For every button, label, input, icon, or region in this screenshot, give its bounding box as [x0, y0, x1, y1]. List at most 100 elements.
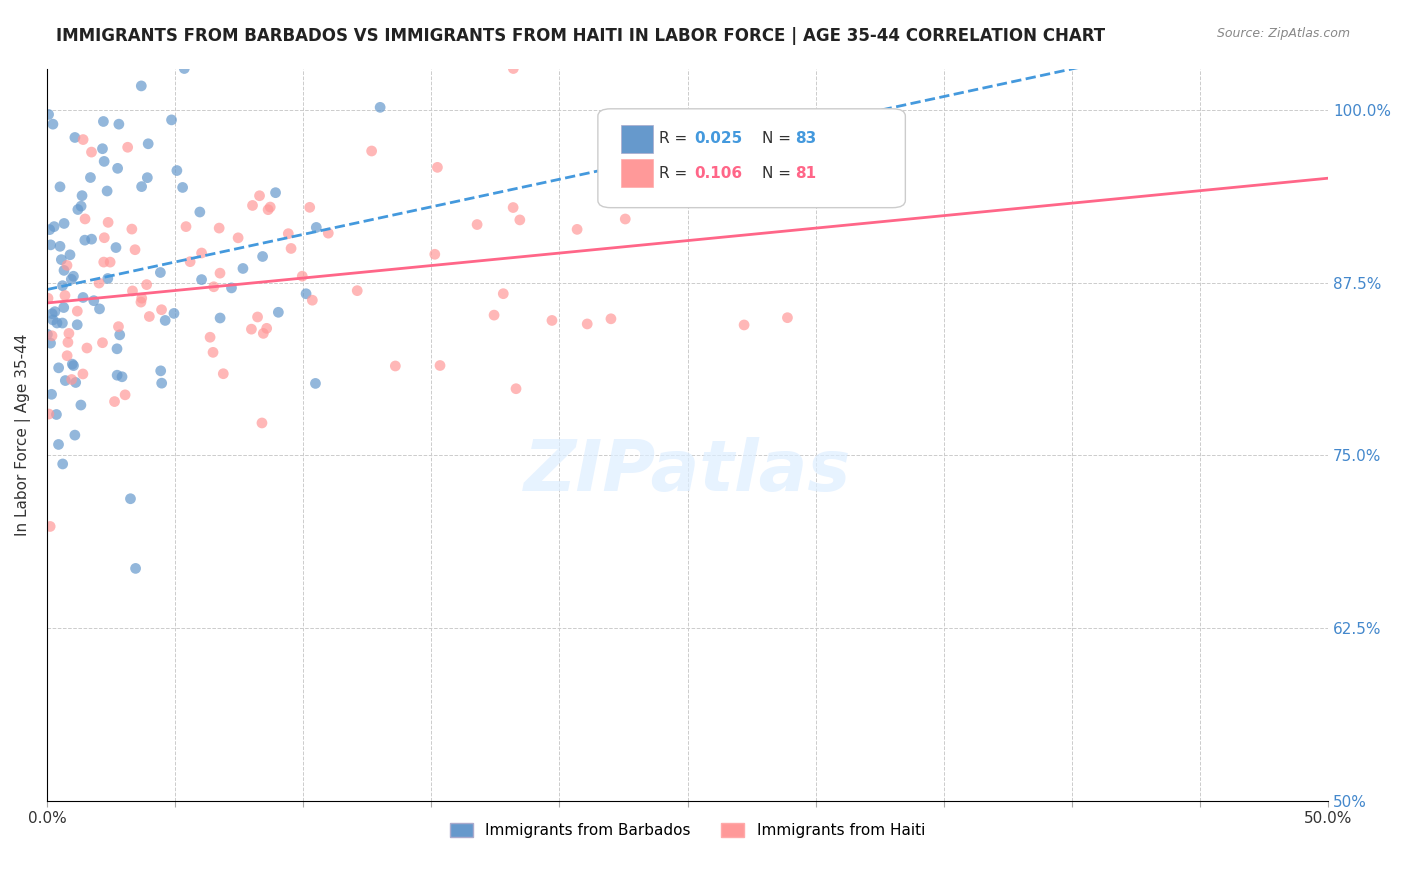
Immigrants from Barbados: [73, 233, 96, 247]
Immigrants from Haiti: [53, 288, 76, 302]
Immigrants from Barbados: [149, 364, 172, 378]
Immigrants from Barbados: [149, 265, 172, 279]
Immigrants from Barbados: [83, 293, 105, 308]
Immigrants from Haiti: [509, 213, 531, 227]
Immigrants from Haiti: [426, 161, 449, 175]
Immigrants from Haiti: [72, 367, 94, 381]
Immigrants from Haiti: [56, 349, 79, 363]
Immigrants from Barbados: [60, 272, 83, 286]
Y-axis label: In Labor Force | Age 35-44: In Labor Force | Age 35-44: [15, 334, 31, 536]
Immigrants from Barbados: [368, 100, 391, 114]
Immigrants from Barbados: [136, 170, 159, 185]
Immigrants from Haiti: [150, 302, 173, 317]
Immigrants from Haiti: [252, 326, 274, 341]
Immigrants from Barbados: [104, 241, 127, 255]
Immigrants from Barbados: [63, 130, 86, 145]
Immigrants from Barbados: [41, 387, 63, 401]
Immigrants from Haiti: [60, 372, 83, 386]
Immigrants from Barbados: [72, 290, 94, 304]
Immigrants from Barbados: [63, 428, 86, 442]
Text: 83: 83: [796, 130, 817, 145]
Immigrants from Barbados: [89, 301, 111, 316]
Text: Source: ZipAtlas.com: Source: ZipAtlas.com: [1216, 27, 1350, 40]
Immigrants from Haiti: [56, 335, 79, 350]
Immigrants from Barbados: [48, 360, 70, 375]
Immigrants from Barbados: [91, 142, 114, 156]
Immigrants from Barbados: [105, 368, 128, 383]
Immigrants from Haiti: [226, 231, 249, 245]
Immigrants from Haiti: [298, 200, 321, 214]
Immigrants from Haiti: [80, 145, 103, 160]
Immigrants from Barbados: [305, 220, 328, 235]
Immigrants from Barbados: [160, 112, 183, 127]
Immigrants from Haiti: [131, 291, 153, 305]
Immigrants from Barbados: [51, 252, 73, 267]
Immigrants from Barbados: [97, 271, 120, 285]
Immigrants from Haiti: [465, 218, 488, 232]
Immigrants from Haiti: [129, 295, 152, 310]
Immigrants from Haiti: [240, 322, 263, 336]
Immigrants from Haiti: [257, 202, 280, 217]
Immigrants from Barbados: [136, 136, 159, 151]
Immigrants from Haiti: [93, 255, 115, 269]
Immigrants from Haiti: [565, 222, 588, 236]
Immigrants from Barbados: [108, 327, 131, 342]
Immigrants from Barbados: [42, 117, 65, 131]
Immigrants from Barbados: [52, 457, 75, 471]
Immigrants from Barbados: [49, 179, 72, 194]
Immigrants from Haiti: [73, 211, 96, 226]
Immigrants from Barbados: [172, 180, 194, 194]
Immigrants from Haiti: [259, 200, 281, 214]
Immigrants from Barbados: [173, 62, 195, 76]
Immigrants from Barbados: [41, 307, 63, 321]
Immigrants from Haiti: [39, 519, 62, 533]
Immigrants from Barbados: [111, 369, 134, 384]
Immigrants from Barbados: [120, 491, 142, 506]
Immigrants from Haiti: [246, 310, 269, 324]
Bar: [621, 125, 652, 153]
Immigrants from Haiti: [301, 293, 323, 308]
Text: 0.025: 0.025: [695, 130, 742, 145]
Immigrants from Haiti: [505, 382, 527, 396]
Immigrants from Haiti: [190, 246, 212, 260]
Immigrants from Barbados: [107, 161, 129, 176]
Immigrants from Barbados: [105, 342, 128, 356]
Immigrants from Haiti: [502, 62, 524, 76]
Immigrants from Barbados: [129, 78, 152, 93]
Legend: Immigrants from Barbados, Immigrants from Haiti: Immigrants from Barbados, Immigrants fro…: [444, 817, 931, 845]
Text: ZIPatlas: ZIPatlas: [524, 437, 851, 506]
Immigrants from Haiti: [72, 132, 94, 146]
Immigrants from Haiti: [208, 221, 231, 235]
Immigrants from Haiti: [37, 291, 59, 305]
Immigrants from Barbados: [80, 232, 103, 246]
Immigrants from Haiti: [360, 144, 382, 158]
Immigrants from Haiti: [256, 321, 278, 335]
Immigrants from Haiti: [316, 226, 339, 240]
Immigrants from Barbados: [70, 199, 93, 213]
Immigrants from Haiti: [384, 359, 406, 373]
Immigrants from Haiti: [135, 277, 157, 292]
Immigrants from Haiti: [280, 242, 302, 256]
Immigrants from Barbados: [252, 250, 274, 264]
Immigrants from Barbados: [96, 184, 118, 198]
Immigrants from Barbados: [38, 222, 60, 236]
Immigrants from Haiti: [76, 341, 98, 355]
Immigrants from Barbados: [49, 239, 72, 253]
Immigrants from Haiti: [541, 313, 564, 327]
Immigrants from Barbados: [60, 357, 83, 371]
Immigrants from Haiti: [174, 219, 197, 234]
Immigrants from Barbados: [221, 281, 243, 295]
Immigrants from Haiti: [208, 266, 231, 280]
Immigrants from Haiti: [716, 120, 738, 135]
Immigrants from Barbados: [53, 217, 76, 231]
Immigrants from Barbados: [52, 301, 75, 315]
Immigrants from Barbados: [188, 205, 211, 219]
Immigrants from Barbados: [42, 313, 65, 327]
Immigrants from Haiti: [291, 269, 314, 284]
Immigrants from Haiti: [103, 394, 125, 409]
Immigrants from Barbados: [163, 306, 186, 320]
Immigrants from Haiti: [666, 184, 689, 198]
Bar: [621, 160, 652, 187]
Immigrants from Barbados: [53, 374, 76, 388]
Immigrants from Haiti: [56, 259, 79, 273]
